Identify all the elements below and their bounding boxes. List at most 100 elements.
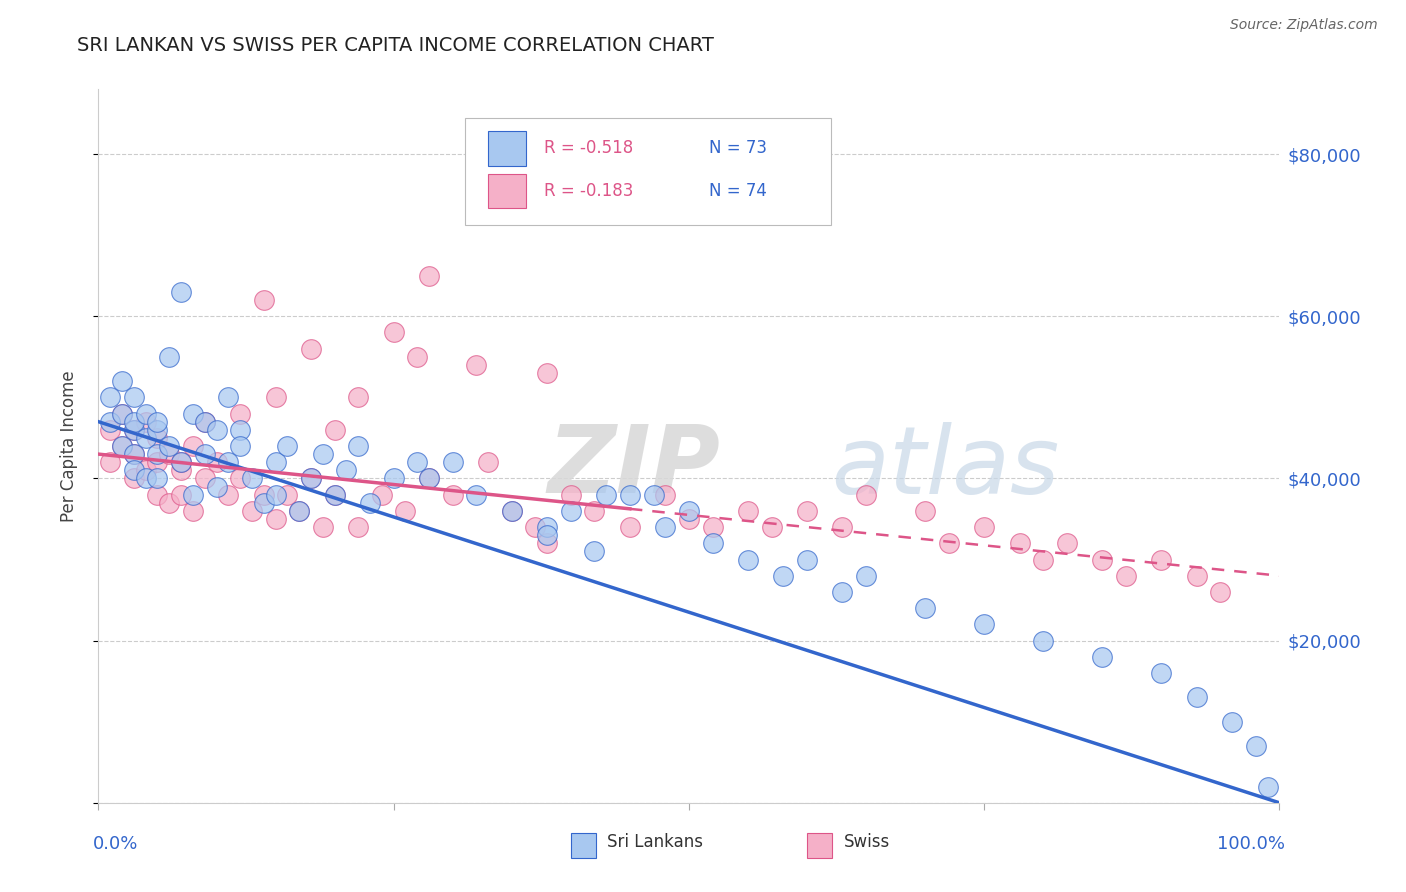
Point: [288, 504, 311, 518]
Point: [170, 488, 193, 502]
Point: [122, 447, 145, 461]
Point: [205, 455, 228, 469]
Point: [194, 415, 217, 429]
Point: [914, 601, 936, 615]
Point: [146, 447, 169, 461]
Text: Source: ZipAtlas.com: Source: ZipAtlas.com: [1230, 18, 1378, 32]
FancyBboxPatch shape: [488, 131, 526, 166]
Point: [359, 496, 381, 510]
FancyBboxPatch shape: [464, 118, 831, 225]
Point: [135, 431, 157, 445]
Point: [560, 504, 582, 518]
Point: [181, 439, 204, 453]
Point: [146, 415, 169, 429]
Point: [382, 471, 405, 485]
Point: [1244, 739, 1267, 753]
Point: [323, 488, 346, 502]
Text: 100.0%: 100.0%: [1218, 835, 1285, 853]
Point: [583, 504, 606, 518]
Text: Swiss: Swiss: [844, 833, 890, 851]
Point: [98, 415, 121, 429]
Point: [772, 568, 794, 582]
Point: [299, 471, 322, 485]
Point: [323, 488, 346, 502]
Point: [1091, 552, 1114, 566]
FancyBboxPatch shape: [807, 833, 832, 858]
Point: [406, 455, 429, 469]
Point: [135, 471, 157, 485]
Point: [276, 439, 298, 453]
Text: SRI LANKAN VS SWISS PER CAPITA INCOME CORRELATION CHART: SRI LANKAN VS SWISS PER CAPITA INCOME CO…: [77, 36, 714, 54]
Point: [1115, 568, 1137, 582]
Point: [323, 423, 346, 437]
Point: [157, 350, 180, 364]
Point: [678, 504, 700, 518]
Point: [264, 512, 287, 526]
Point: [122, 471, 145, 485]
Point: [1032, 552, 1054, 566]
Point: [347, 439, 370, 453]
Point: [831, 520, 853, 534]
Point: [181, 504, 204, 518]
Point: [938, 536, 960, 550]
Point: [146, 488, 169, 502]
Point: [157, 496, 180, 510]
Point: [98, 423, 121, 437]
FancyBboxPatch shape: [488, 174, 526, 209]
Point: [1150, 552, 1173, 566]
Point: [654, 520, 676, 534]
Point: [194, 415, 217, 429]
Point: [111, 407, 134, 421]
Point: [524, 520, 547, 534]
Point: [229, 423, 252, 437]
Point: [406, 350, 429, 364]
Point: [288, 504, 311, 518]
Point: [217, 390, 239, 404]
Point: [122, 463, 145, 477]
Point: [194, 471, 217, 485]
Point: [418, 471, 440, 485]
Point: [253, 293, 276, 307]
Point: [394, 504, 416, 518]
Point: [157, 447, 180, 461]
Point: [973, 520, 995, 534]
Point: [229, 471, 252, 485]
Point: [98, 455, 121, 469]
Point: [135, 407, 157, 421]
Point: [702, 520, 724, 534]
Point: [122, 423, 145, 437]
Point: [122, 447, 145, 461]
Point: [253, 488, 276, 502]
Point: [111, 374, 134, 388]
Point: [347, 390, 370, 404]
Point: [1056, 536, 1078, 550]
Point: [1008, 536, 1031, 550]
Point: [181, 407, 204, 421]
Point: [501, 504, 523, 518]
Text: N = 73: N = 73: [709, 139, 768, 157]
Point: [98, 390, 121, 404]
Point: [299, 342, 322, 356]
Point: [312, 447, 335, 461]
Point: [217, 488, 239, 502]
Point: [217, 455, 239, 469]
Point: [240, 471, 263, 485]
Point: [205, 479, 228, 493]
Point: [501, 504, 523, 518]
Point: [170, 463, 193, 477]
Point: [595, 488, 617, 502]
Point: [335, 463, 357, 477]
Point: [583, 544, 606, 558]
Point: [194, 447, 217, 461]
Point: [229, 407, 252, 421]
Point: [536, 366, 558, 380]
Point: [122, 423, 145, 437]
Point: [465, 358, 488, 372]
Point: [914, 504, 936, 518]
Point: [737, 504, 759, 518]
Point: [973, 617, 995, 632]
Point: [441, 488, 464, 502]
Point: [855, 568, 877, 582]
Point: [1257, 780, 1279, 794]
Point: [299, 471, 322, 485]
